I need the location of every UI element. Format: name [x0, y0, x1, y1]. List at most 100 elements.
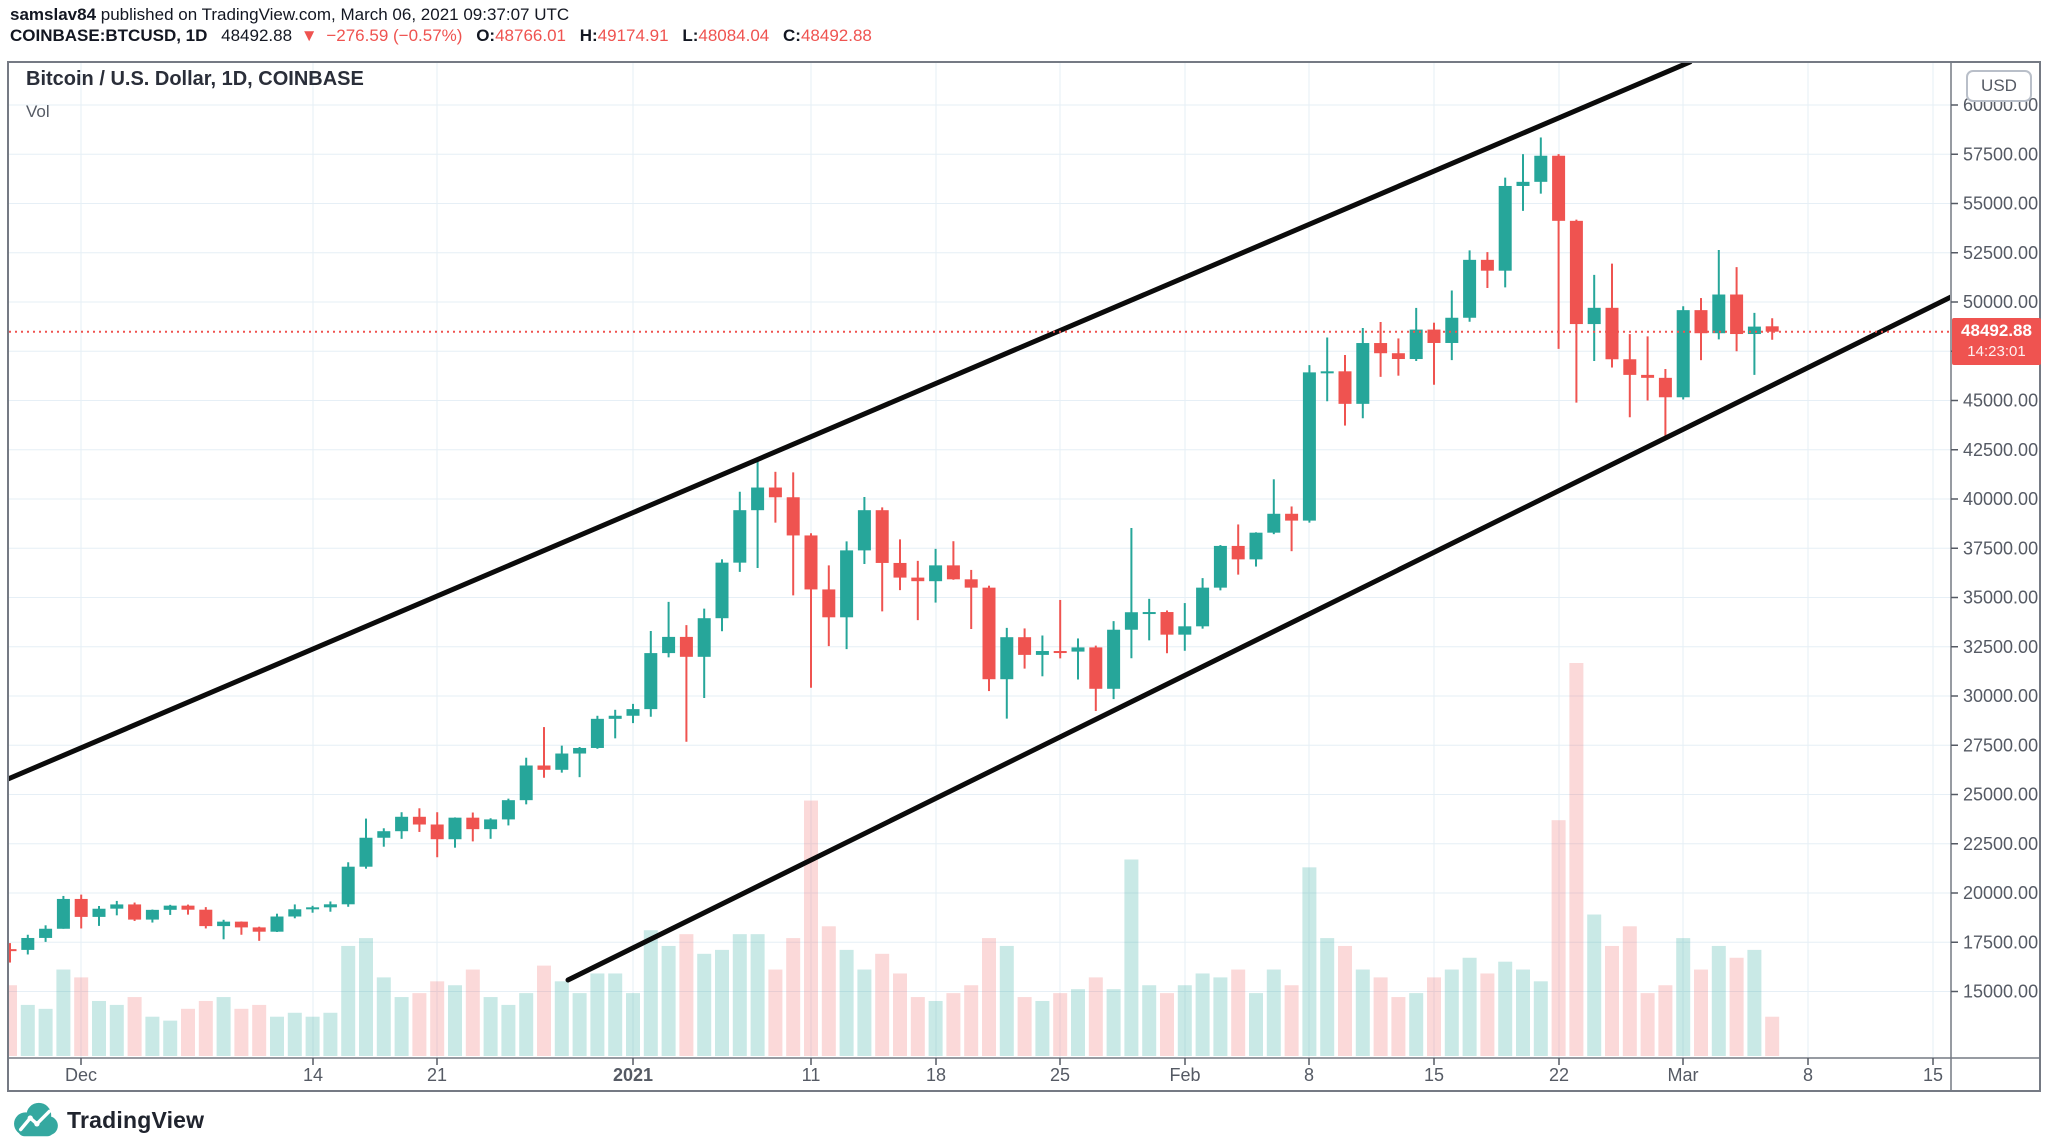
- candle: [1018, 628, 1032, 669]
- time-axis-label: 15: [1923, 1065, 1943, 1085]
- volume-bar: [1765, 1016, 1780, 1056]
- candle: [1124, 527, 1138, 659]
- volume-bar: [1658, 985, 1673, 1056]
- candle: [1035, 635, 1049, 677]
- chart-legend-title[interactable]: Bitcoin / U.S. Dollar, 1D, COINBASE: [26, 68, 364, 90]
- candle: [484, 818, 498, 839]
- volume-bar: [92, 1000, 106, 1056]
- candle: [1569, 219, 1583, 403]
- tradingview-logo-icon: [14, 1102, 58, 1137]
- time-axis-label: 25: [1050, 1065, 1070, 1085]
- candle: [1409, 307, 1423, 362]
- candle: [519, 757, 533, 805]
- volume-bar: [127, 997, 142, 1056]
- price-axis[interactable]: 60000.0057500.0055000.0052500.0050000.00…: [1951, 95, 2038, 1002]
- volume-bar: [679, 934, 694, 1056]
- volume-bar: [20, 1004, 35, 1056]
- price-axis-label: 25000.00: [1963, 785, 2038, 805]
- volume-bar: [1622, 926, 1637, 1056]
- price-axis-label: 57500.00: [1963, 144, 2038, 164]
- candle: [573, 747, 587, 778]
- volume-bar: [1071, 989, 1085, 1056]
- candle: [1178, 603, 1192, 651]
- volume-bar: [1195, 973, 1210, 1056]
- volume-indicator-label[interactable]: Vol: [26, 102, 50, 121]
- time-axis-label: 22: [1549, 1065, 1569, 1085]
- candle: [822, 565, 836, 647]
- time-axis-label: Feb: [1169, 1065, 1200, 1085]
- candle: [1160, 610, 1174, 654]
- volume-bar: [1444, 969, 1459, 1056]
- tradingview-logo[interactable]: TradingView: [12, 1100, 204, 1140]
- volume-bar: [893, 973, 907, 1056]
- high-label: H:: [579, 26, 598, 45]
- candle: [448, 817, 462, 848]
- symbol-name[interactable]: COINBASE:BTCUSD, 1D: [10, 26, 208, 45]
- candle: [323, 901, 337, 912]
- volume-bar: [74, 977, 89, 1056]
- price-axis-label: 30000.00: [1963, 686, 2038, 706]
- candle: [679, 625, 693, 742]
- volume-bar: [1676, 938, 1691, 1056]
- time-axis[interactable]: Dec 14 21 2021 11 18 25 Feb 8 15 22 Mar 8 15: [65, 1058, 1943, 1085]
- time-axis-label: 11: [802, 1065, 821, 1085]
- trendline-channel-upper[interactable]: [8, 62, 1693, 782]
- volume-bar: [1516, 969, 1530, 1056]
- price-axis-label: 55000.00: [1963, 194, 2038, 214]
- price-axis-label: 50000.00: [1963, 292, 2038, 312]
- volume-bar: [982, 938, 996, 1056]
- candle: [1302, 365, 1316, 523]
- volume-bar: [1480, 973, 1495, 1056]
- candle: [893, 539, 907, 591]
- volume-bar: [305, 1016, 320, 1056]
- candle: [1071, 638, 1085, 680]
- volume-bar: [1587, 914, 1602, 1056]
- price-axis-label: 35000.00: [1963, 588, 2038, 608]
- volume-bar: [1053, 993, 1068, 1056]
- volume-bar: [875, 953, 890, 1056]
- volume-bar: [1088, 977, 1103, 1056]
- candle: [1356, 328, 1370, 419]
- candle: [39, 925, 53, 942]
- chart-frame: [7, 61, 2041, 1092]
- candle: [946, 541, 960, 580]
- candle: [412, 808, 426, 832]
- volume-bar: [964, 985, 979, 1056]
- volume-bar: [216, 997, 231, 1056]
- price-axis-label: 27500.00: [1963, 735, 2038, 755]
- candle: [537, 727, 551, 778]
- candle: [1142, 598, 1156, 641]
- price-axis-label: 32500.00: [1963, 637, 2038, 657]
- down-arrow-icon: ▼: [300, 26, 318, 45]
- tradingview-logo-text: TradingView: [67, 1106, 205, 1133]
- close-value: 48492.88: [800, 26, 872, 45]
- volume-bar: [1409, 993, 1424, 1056]
- candle: [1249, 532, 1263, 567]
- volume-bar: [465, 969, 480, 1056]
- volume-bar: [56, 969, 71, 1056]
- volume-bar: [1160, 993, 1174, 1056]
- volume-bar: [1605, 945, 1619, 1056]
- volume-bar: [1249, 993, 1263, 1056]
- byline-text: published on TradingView.com, March 06, …: [96, 5, 570, 24]
- volume-bar: [1427, 977, 1441, 1056]
- candle: [56, 895, 70, 929]
- candle: [1658, 368, 1672, 440]
- candle: [252, 926, 266, 941]
- volume-bar: [483, 997, 498, 1056]
- trendline-channel-lower[interactable]: [565, 294, 1951, 983]
- grid-layer: [9, 63, 1950, 1057]
- volume-bar: [821, 926, 836, 1056]
- volume-bar: [608, 973, 623, 1056]
- volume-bar: [1266, 969, 1281, 1056]
- candle: [1320, 337, 1334, 402]
- candle: [74, 894, 88, 929]
- volume-bar: [430, 981, 445, 1056]
- volume-bar: [572, 993, 587, 1056]
- volume-bar: [839, 949, 854, 1056]
- username-link[interactable]: samslav84: [10, 5, 97, 24]
- volume-bar: [1106, 989, 1121, 1056]
- volume-bar: [804, 800, 818, 1056]
- volume-bar: [626, 993, 640, 1056]
